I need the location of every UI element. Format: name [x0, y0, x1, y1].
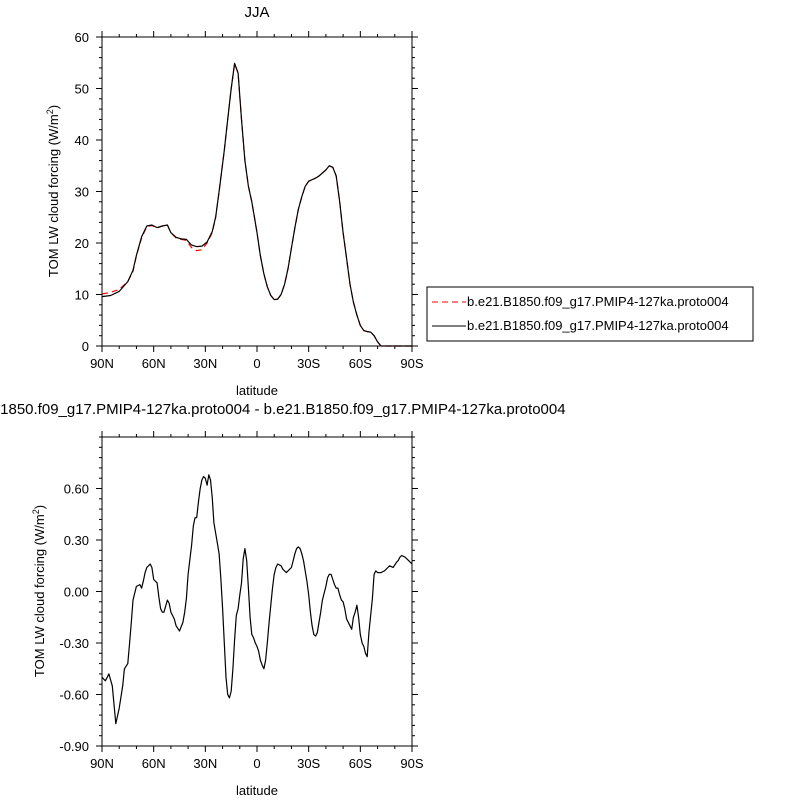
bottom-chart-title: b.e21.B1850.f09_g17.PMIP4-127ka.proto004… — [0, 401, 566, 418]
bottom-chart-y-tick-label: 0.30 — [64, 533, 89, 548]
top-chart-y-tick-label: 0 — [82, 339, 89, 354]
top-chart-y-axis-label: TOM LW cloud forcing (W/m2) — [45, 105, 61, 277]
bottom-chart-y-axis-label: TOM LW cloud forcing (W/m2) — [31, 505, 47, 677]
top-chart-x-tick-label: 0 — [253, 356, 260, 371]
bottom-chart-axes: 90N 60N 30N 0 30S 60S 90S -0.90 -0.60 -0.30 0.00 0.… — [59, 431, 424, 771]
bottom-chart: b.e21.B1850.f09_g17.PMIP4-127ka.proto004… — [0, 401, 566, 798]
top-chart-x-tick-label: 90S — [400, 356, 423, 371]
top-chart-y-tick-label: 10 — [75, 288, 89, 303]
top-chart-frame — [101, 36, 413, 347]
top-chart-y-tick-label: 30 — [75, 185, 89, 200]
top-chart-x-tick-label: 60S — [349, 356, 372, 371]
bottom-chart-x-tick-label: 60N — [142, 756, 166, 771]
bottom-chart-y-tick-label: -0.30 — [59, 636, 89, 651]
legend-item-1: b.e21.B1850.f09_g17.PMIP4-127ka.proto004 — [467, 294, 729, 309]
top-chart-x-tick-label: 90N — [90, 356, 114, 371]
bottom-chart-y-tick-label: -0.60 — [59, 688, 89, 703]
legend-item-2: b.e21.B1850.f09_g17.PMIP4-127ka.proto004 — [467, 318, 729, 333]
bottom-chart-x-tick-label: 90N — [90, 756, 114, 771]
bottom-chart-x-tick-label: 30S — [297, 756, 320, 771]
bottom-chart-x-tick-label: 60S — [349, 756, 372, 771]
top-chart-series-dashed-line — [101, 63, 412, 347]
top-chart-x-tick-label: 30S — [297, 356, 320, 371]
top-chart: JJA 90N 60N 30N 0 30S 60S 90S 0 10 20 30 40 50 60 lat… — [45, 4, 754, 398]
legend: b.e21.B1850.f09_g17.PMIP4-127ka.proto004… — [426, 286, 754, 342]
bottom-chart-x-tick-label: 30N — [193, 756, 217, 771]
top-chart-x-tick-label: 60N — [142, 356, 166, 371]
bottom-chart-x-axis-label: latitude — [236, 783, 278, 798]
top-chart-y-tick-label: 60 — [75, 30, 89, 45]
top-chart-series — [101, 62, 412, 347]
top-chart-x-tick-label: 30N — [193, 356, 217, 371]
bottom-chart-y-tick-label: -0.90 — [59, 739, 89, 754]
top-chart-y-tick-label: 20 — [75, 236, 89, 251]
bottom-chart-series-solid-line — [101, 474, 413, 725]
bottom-chart-series — [101, 474, 413, 725]
bottom-chart-x-tick-label: 90S — [400, 756, 423, 771]
top-chart-title: JJA — [244, 4, 269, 21]
bottom-chart-frame — [101, 436, 413, 747]
top-chart-x-axis-label: latitude — [236, 383, 278, 398]
top-chart-axes: 90N 60N 30N 0 30S 60S 90S 0 10 20 30 40 50 60 — [75, 30, 424, 371]
top-chart-series-solid-line — [101, 62, 412, 347]
bottom-chart-y-tick-label: 0.00 — [64, 585, 89, 600]
top-chart-y-tick-label: 50 — [75, 82, 89, 97]
legend-box — [426, 286, 754, 342]
bottom-chart-y-tick-label: 0.60 — [64, 482, 89, 497]
bottom-chart-x-tick-label: 0 — [253, 756, 260, 771]
top-chart-y-tick-label: 40 — [75, 133, 89, 148]
